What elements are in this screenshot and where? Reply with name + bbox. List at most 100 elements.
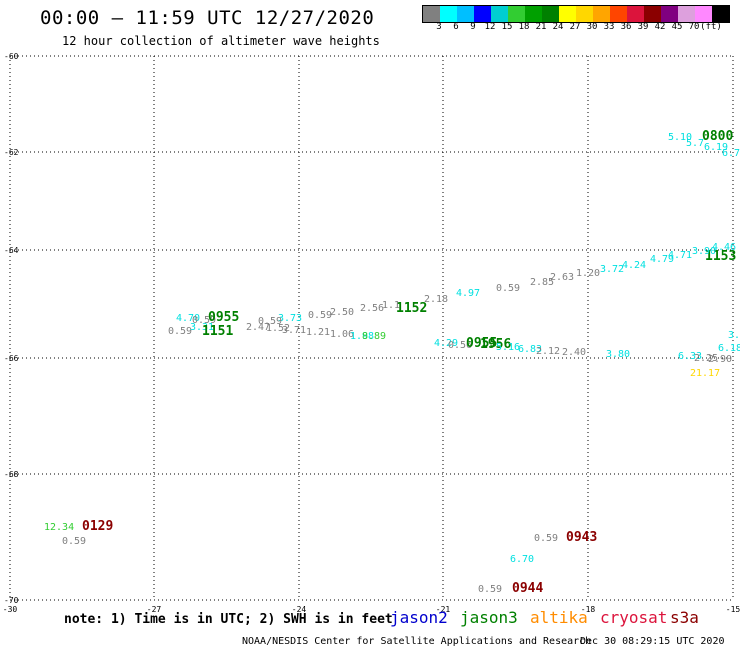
wave-height-label: 2.47 [246,322,270,333]
wave-height-label: 3.72 [600,264,624,275]
lat-tick-label: -62 [4,148,19,157]
legend-swatch [525,6,542,22]
legend-label: 36 [620,22,632,32]
wave-height-label: 0.59 [192,315,216,326]
legend-swatch [661,6,678,22]
wave-height-label: 0.59 [168,326,192,337]
legend-swatch [644,6,661,22]
time-label: 1956 [480,337,511,352]
lon-tick-label: -24 [292,605,307,614]
wave-height-label: 2.18 [424,294,448,305]
legend-label: 24 [552,22,564,32]
page-title: 00:00 – 11:59 UTC 12/27/2020 [40,7,375,29]
lat-tick-label: -70 [4,596,19,605]
legend-swatch [542,6,559,22]
footer-note: note: 1) Time is in UTC; 2) SWH is in fe… [64,612,393,627]
wave-height-label: 0.59 [258,316,282,327]
wave-height-label: 1.52 [266,323,290,334]
wave-height-label: 0.59 [496,283,520,294]
legend-label: 27 [569,22,581,32]
wave-height-label: 6.19 [704,142,728,153]
wave-height-label: 0.59 [534,533,558,544]
time-label: 1152 [396,301,427,316]
legend-swatch [457,6,474,22]
legend-swatch [695,6,712,22]
wave-height-label: 12.34 [44,522,74,533]
legend-label: 33 [603,22,615,32]
wave-height-label: 2.63 [550,272,574,283]
lon-tick-label: -15 [726,605,740,614]
legend-swatch [559,6,576,22]
wave-height-label: 8.89 [362,331,386,342]
lon-tick-label: -21 [436,605,451,614]
legend-label: 42 [654,22,666,32]
legend-label: 21 [535,22,547,32]
lat-tick-label: -60 [4,52,19,61]
wave-height-label: 3.31 [190,322,214,333]
satellite-cryosat: cryosat [600,608,668,627]
wave-height-label: 2.50 [330,307,354,318]
wave-height-label: 0.59 [308,310,332,321]
legend-swatch [712,6,729,22]
wave-height-label: 3.71 [282,325,306,336]
legend-swatch [508,6,525,22]
wave-height-label: 5.7 [686,138,704,149]
legend-label: 12 [484,22,496,32]
wave-height-label: 4.29 [434,338,458,349]
wave-height-label: 3. [728,330,740,341]
wave-height-label: 3.73 [278,313,302,324]
legend-swatch [627,6,644,22]
wave-height-label: 2.90 [708,354,732,365]
satellite-altika: altika [530,608,588,627]
lat-tick-label: -68 [4,470,19,479]
legend-swatch [576,6,593,22]
wave-height-label: 6.7 [722,148,740,159]
time-label: 0955 [466,336,497,351]
wave-height-label: 0.56 [448,340,472,351]
legend-swatch [440,6,457,22]
time-label: 0944 [512,581,543,596]
lon-tick-label: -27 [147,605,162,614]
grid-lines [9,55,734,601]
legend-swatch [678,6,695,22]
legend-label: 15 [501,22,513,32]
lat-tick-label: -66 [4,354,19,363]
wave-height-label: 3.90 [692,246,716,257]
lon-tick-label: -30 [3,605,18,614]
time-label: 0955 [208,310,239,325]
wave-height-label: 2.85 [530,277,554,288]
wave-height-label: 1.20 [576,268,600,279]
wave-height-label: 6.18 [718,343,740,354]
legend-label: 9 [470,22,476,32]
wave-height-label: 1.1 [382,300,400,311]
legend-label: 45 [671,22,683,32]
legend-swatch [593,6,610,22]
wave-height-label: 6.83 [518,344,542,355]
time-label: 1151 [202,324,233,339]
wave-height-label: 4.70 [176,313,200,324]
legend-swatch [610,6,627,22]
lat-tick-label: -64 [4,246,19,255]
page-subtitle: 12 hour collection of altimeter wave hei… [62,34,380,48]
time-label: 0943 [566,530,597,545]
credit-text: NOAA/NESDIS Center for Satellite Applica… [242,636,592,647]
wave-height-label: 3.80 [606,349,630,360]
wave-height-label: 5.16 [496,342,520,353]
wave-height-label: 4.46 [712,242,736,253]
wave-height-label: 4.97 [456,288,480,299]
axis-tick-labels: -60 -62 -64 -66 -68 -70-30 -27 -24 -21 -18 -15 [3,52,740,614]
time-label: 0800 [702,129,733,144]
wave-height-label: 4.79 [650,254,674,265]
legend-swatch [491,6,508,22]
lon-tick-label: -18 [581,605,596,614]
wave-height-label: 0.59 [62,536,86,547]
wave-height-label: 5.10 [668,132,692,143]
legend-label: 39 [637,22,649,32]
wave-height-label: 0.59 [478,584,502,595]
color-legend [422,5,730,23]
time-label: 0129 [82,519,113,534]
legend-label: 18 [518,22,530,32]
wave-height-label: 4.24 [622,260,646,271]
legend-swatch [474,6,491,22]
